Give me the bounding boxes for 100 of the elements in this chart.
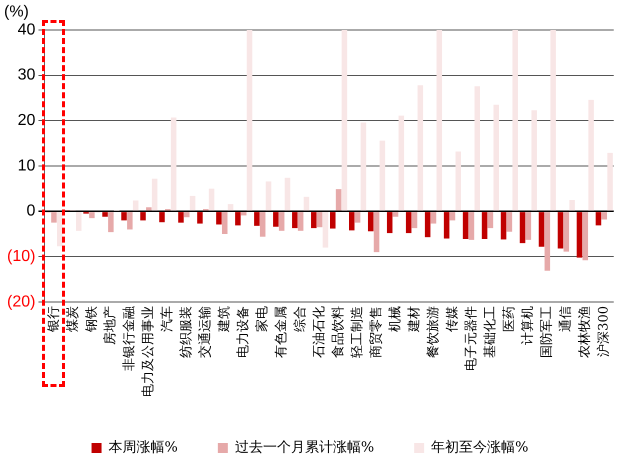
y-tick-label: 20: [18, 112, 36, 130]
bar: [526, 212, 532, 240]
bar: [170, 117, 176, 211]
bar: [374, 212, 380, 252]
x-tick-label: 机械: [388, 306, 403, 332]
bar: [311, 212, 317, 228]
y-axis-title: (%): [4, 3, 29, 20]
x-tick-label: 食品饮料: [330, 306, 346, 358]
bar: [216, 212, 222, 224]
x-tick-label: 电力及公用事业: [141, 306, 156, 397]
bar: [159, 212, 165, 222]
bar: [450, 212, 456, 220]
bar: [152, 178, 158, 211]
bar: [596, 212, 602, 226]
bar: [89, 212, 95, 218]
bar: [235, 212, 241, 226]
bar: [582, 212, 588, 260]
bar: [178, 212, 184, 223]
bar: [197, 212, 203, 224]
bar: [520, 212, 526, 244]
bar: [284, 178, 290, 211]
bar: [51, 212, 57, 223]
bar: [102, 212, 108, 217]
bar: [468, 212, 474, 240]
bar: [140, 212, 146, 220]
bar: [602, 212, 608, 220]
y-tick-label: 40: [18, 21, 36, 38]
bar: [550, 30, 556, 211]
bar: [398, 116, 404, 211]
bar: [456, 151, 462, 211]
bar: [246, 30, 252, 211]
bar: [436, 30, 442, 211]
bar: [336, 189, 342, 211]
bar: [588, 100, 594, 211]
bar: [493, 104, 499, 211]
x-tick-label: 石油石化: [312, 306, 327, 358]
legend-label: 年初至今涨幅%: [431, 440, 528, 456]
x-tick-label: 传媒: [444, 306, 460, 332]
x-tick-label: 餐饮旅游: [426, 306, 441, 358]
bar: [564, 212, 570, 252]
bar: [544, 212, 550, 271]
bar: [278, 212, 284, 231]
bar: [108, 212, 114, 232]
x-tick-label: 交通运输: [197, 306, 214, 358]
y-tick-label: 10: [18, 157, 36, 174]
bar: [444, 212, 450, 239]
x-tick-label: 家电: [254, 306, 270, 332]
bar: [298, 212, 304, 231]
bar: [607, 152, 613, 211]
bar: [132, 200, 138, 211]
x-tick-label: 汽车: [160, 306, 176, 332]
bar: [569, 200, 575, 211]
x-tick-label: 农林牧渔: [578, 306, 593, 358]
x-tick-label: 电子元器件: [464, 306, 479, 371]
bar: [500, 212, 506, 240]
bar: [406, 212, 412, 234]
x-tick-label: 煤炭: [65, 306, 80, 332]
bar: [330, 212, 336, 229]
x-tick-label: 建材: [406, 306, 422, 333]
x-tick-label: 银行: [46, 306, 62, 333]
x-tick-label: 非银行金融: [122, 306, 138, 371]
x-tick-label: 医药: [502, 306, 517, 332]
bar: [348, 212, 355, 230]
x-tick-label: 纺织服装: [179, 306, 194, 358]
bar: [418, 85, 424, 211]
x-tick-label: 通信: [558, 306, 574, 332]
bar: [424, 212, 430, 238]
x-tick-label: 沪深300: [596, 306, 612, 357]
x-tick-label: 电力设备: [236, 306, 252, 358]
x-tick-label: 有色金属: [274, 306, 290, 358]
legend-label: 过去一个月累计涨幅%: [234, 440, 374, 456]
y-tick-label: 30: [18, 66, 36, 84]
bar: [292, 212, 298, 228]
bar: [538, 212, 544, 247]
y-tick-label: (20): [7, 293, 36, 310]
bar: [240, 212, 246, 216]
bar: [380, 140, 386, 211]
bar: [56, 212, 63, 246]
bar: [342, 30, 348, 211]
bar: [254, 212, 260, 226]
bar: [482, 212, 488, 239]
bar: [506, 212, 512, 232]
bar: [576, 212, 582, 258]
y-tick-label: (10): [7, 248, 36, 266]
bar: [386, 212, 392, 234]
bar: [392, 212, 398, 217]
bar: [121, 212, 127, 220]
bar: [304, 196, 310, 211]
x-tick-label: 房地产: [102, 306, 118, 345]
bar: [127, 212, 133, 230]
bar: [208, 188, 214, 211]
bar: [474, 86, 480, 211]
bar: [222, 212, 228, 234]
x-tick-label: 商贸零售: [368, 306, 384, 358]
x-tick-label: 国防军工: [540, 306, 555, 358]
bar: [512, 30, 518, 211]
bar: [531, 110, 537, 211]
bar: [412, 212, 418, 228]
bar: [360, 122, 366, 211]
x-tick-label: 轻工制造: [350, 306, 365, 358]
